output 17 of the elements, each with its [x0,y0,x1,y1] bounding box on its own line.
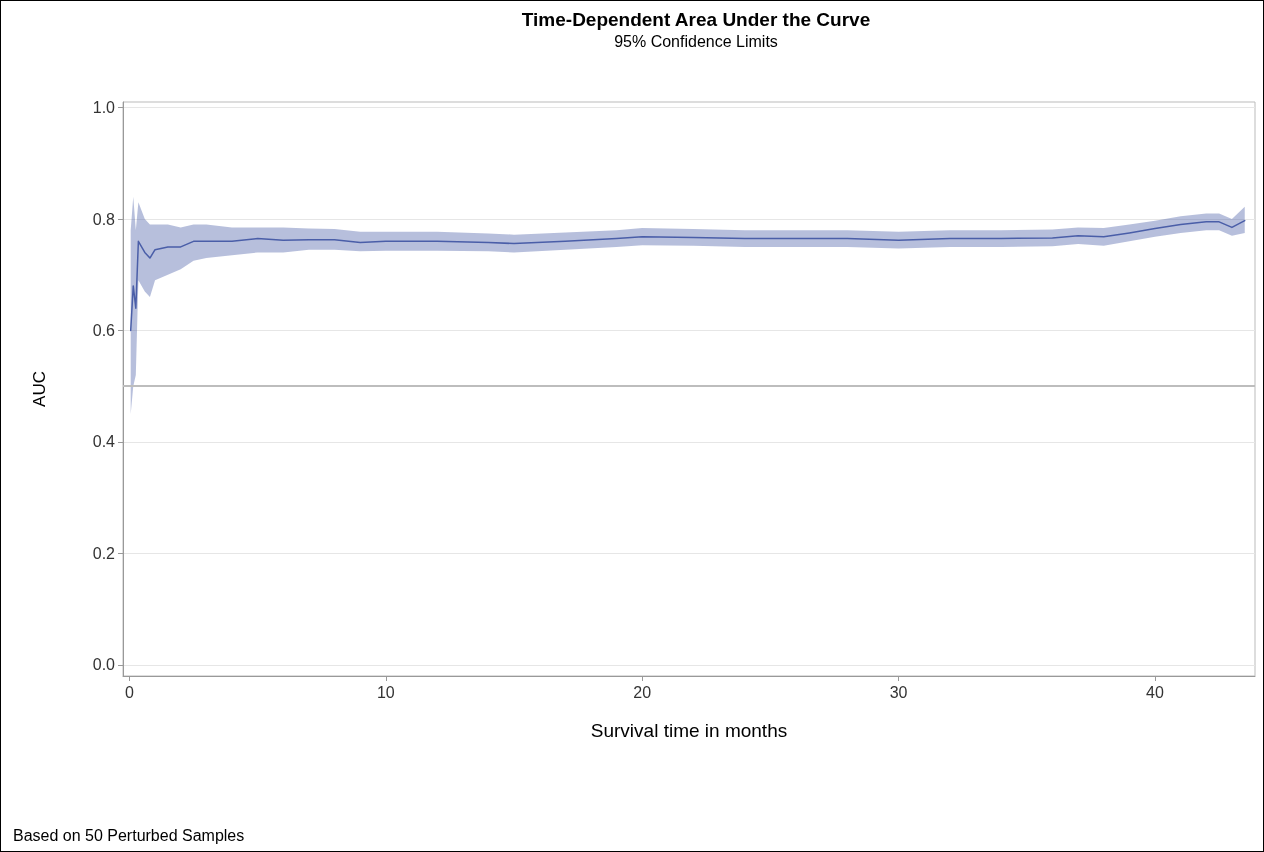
y-tick-label: 0.6 [92,321,116,339]
x-tick-label: 0 [124,683,134,701]
x-tick-label: 20 [633,683,652,701]
y-tick-label: 0.4 [92,433,116,451]
x-axis-title: Survival time in months [590,720,788,741]
line-series [129,219,1246,332]
text: Based on 50 Perturbed Samples [13,826,245,844]
y-tick-label: 0.8 [92,210,116,228]
y-tick-label: 0.0 [92,656,116,674]
chart-title: Time-Dependent Area Under the Curve [521,9,871,30]
y-tick-label: 0.2 [92,544,116,562]
x-tick-label: 10 [376,683,395,701]
x-tick-label: 30 [889,683,908,701]
chart-subtitle: 95% Confidence Limits [614,32,778,50]
x-tick-label: 40 [1146,683,1164,701]
y-tick-label: 1.0 [92,99,116,117]
y-axis-title: AUC [30,371,49,407]
